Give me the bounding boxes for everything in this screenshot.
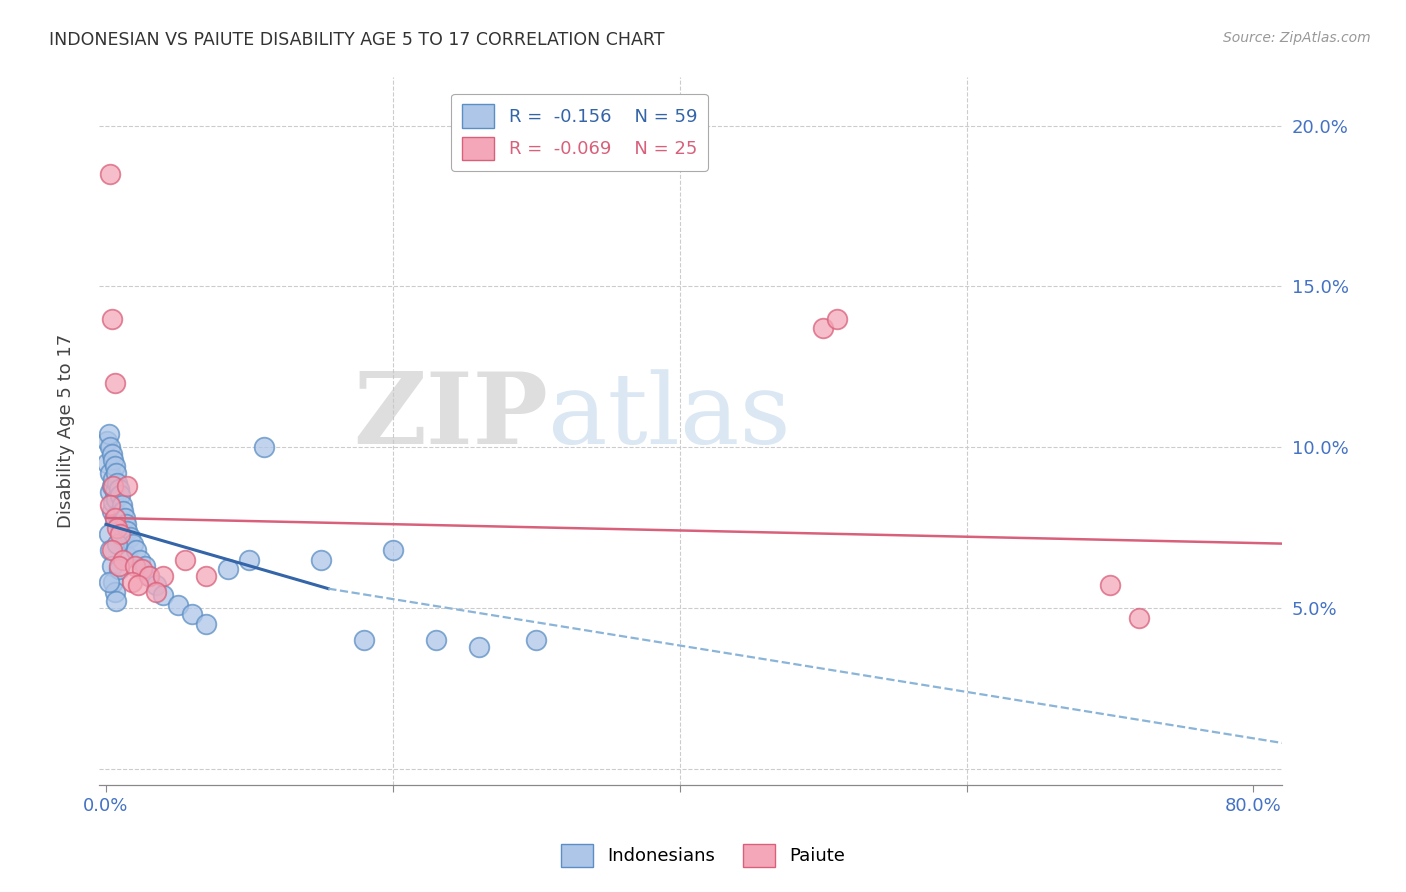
Point [124,559,146,574]
Point [131,562,153,576]
Point [97,575,120,590]
Point [468,640,491,654]
Point [238,552,260,566]
Point [425,633,447,648]
Point [127,578,149,592]
Point [195,568,218,582]
Point [253,440,276,454]
Point [96,434,118,448]
Point [111,498,134,512]
Point [114,511,136,525]
Point [100,479,122,493]
Point [827,311,849,326]
Point [152,588,174,602]
Point [107,520,129,534]
Point [103,376,125,390]
Point [381,543,404,558]
Point [101,479,124,493]
Point [166,598,188,612]
Point [98,485,121,500]
Point [112,533,135,548]
Point [107,475,129,490]
Point [98,543,121,558]
Point [117,524,139,538]
Point [103,585,125,599]
Point [100,559,122,574]
Point [112,504,135,518]
Point [97,527,120,541]
Point [353,633,375,648]
Point [117,549,139,564]
Point [110,524,132,538]
Point [108,562,131,576]
Text: ZIP: ZIP [353,368,548,466]
Point [134,559,156,574]
Point [101,453,124,467]
Point [103,485,125,500]
Point [103,511,125,525]
Point [100,543,122,558]
Point [138,568,160,582]
Point [107,536,129,550]
Point [105,594,128,608]
Point [103,511,125,525]
Point [181,607,204,622]
Point [101,495,124,509]
Point [101,575,124,590]
Point [145,585,167,599]
Legend: R =  -0.156    N = 59, R =  -0.069    N = 25: R = -0.156 N = 59, R = -0.069 N = 25 [451,94,709,170]
Point [129,552,152,566]
Text: atlas: atlas [548,369,792,465]
Point [98,498,121,512]
Point [217,562,239,576]
Point [117,479,139,493]
Point [115,517,138,532]
Point [100,311,122,326]
Point [1098,578,1121,592]
Point [108,482,131,496]
Point [98,466,121,480]
Text: INDONESIAN VS PAIUTE DISABILITY AGE 5 TO 17 CORRELATION CHART: INDONESIAN VS PAIUTE DISABILITY AGE 5 TO… [49,31,665,49]
Legend: Indonesians, Paiute: Indonesians, Paiute [554,837,852,874]
Point [122,536,145,550]
Point [309,552,332,566]
Point [105,491,128,506]
Point [1128,610,1150,624]
Point [111,527,134,541]
Point [103,459,125,474]
Point [121,575,143,590]
Point [195,617,218,632]
Point [524,633,547,648]
Point [112,552,135,566]
Point [152,568,174,582]
Point [98,440,121,454]
Y-axis label: Disability Age 5 to 17: Disability Age 5 to 17 [58,334,75,528]
Point [107,508,129,522]
Point [110,488,132,502]
Point [101,472,124,486]
Point [145,578,167,592]
Point [110,527,132,541]
Point [100,504,122,518]
Point [173,552,195,566]
Point [96,456,118,470]
Text: Source: ZipAtlas.com: Source: ZipAtlas.com [1223,31,1371,45]
Point [108,517,131,532]
Point [120,530,142,544]
Point [108,559,131,574]
Point [98,167,121,181]
Point [125,543,148,558]
Point [811,321,834,335]
Point [138,568,160,582]
Point [105,466,128,480]
Point [100,447,122,461]
Point [97,427,120,442]
